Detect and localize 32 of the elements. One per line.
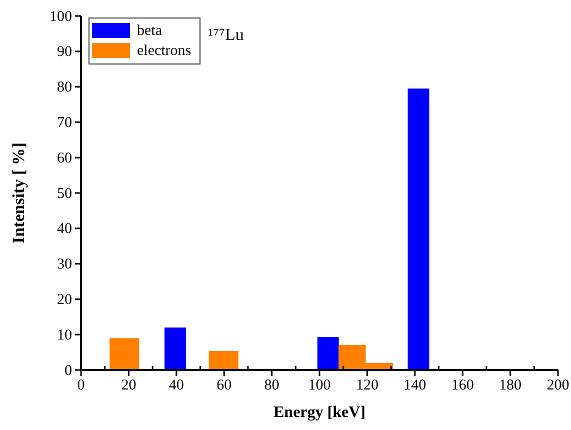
x-tick-label: 160 <box>451 378 474 394</box>
bar <box>317 337 339 370</box>
y-tick-label: 80 <box>57 80 72 96</box>
bar <box>164 328 186 370</box>
y-axis-title: Intensity [ %] <box>9 142 28 244</box>
x-tick-label: 140 <box>404 378 426 394</box>
x-tick-label: 200 <box>546 378 570 394</box>
x-tick-label: 0 <box>77 378 85 394</box>
y-tick-label: 50 <box>57 186 72 202</box>
legend-label: electrons <box>137 43 192 59</box>
annotation: ¹⁷⁷Lu <box>208 25 244 44</box>
y-tick-label: 70 <box>57 115 72 131</box>
y-tick-label: 40 <box>57 221 72 238</box>
y-tick-label: 90 <box>57 44 72 60</box>
bar <box>408 88 430 370</box>
bar <box>110 338 140 370</box>
x-tick-label: 180 <box>499 378 522 394</box>
y-tick-label: 10 <box>57 327 72 344</box>
x-tick-label: 120 <box>356 378 378 394</box>
bar <box>208 350 238 370</box>
x-tick-label: 40 <box>168 378 184 394</box>
legend-label: beta <box>137 23 162 39</box>
y-tick-label: 30 <box>57 256 72 273</box>
x-tick-label: 60 <box>216 378 232 394</box>
y-tick-label: 60 <box>57 150 72 166</box>
x-tick-label: 20 <box>121 378 136 394</box>
y-tick-label: 0 <box>64 362 72 379</box>
y-tick-label: 20 <box>57 292 72 308</box>
x-tick-label: 100 <box>308 378 331 394</box>
x-axis-title: Energy [keV] <box>274 404 366 421</box>
x-tick-label: 80 <box>264 378 280 394</box>
y-tick-label: 100 <box>50 8 72 25</box>
